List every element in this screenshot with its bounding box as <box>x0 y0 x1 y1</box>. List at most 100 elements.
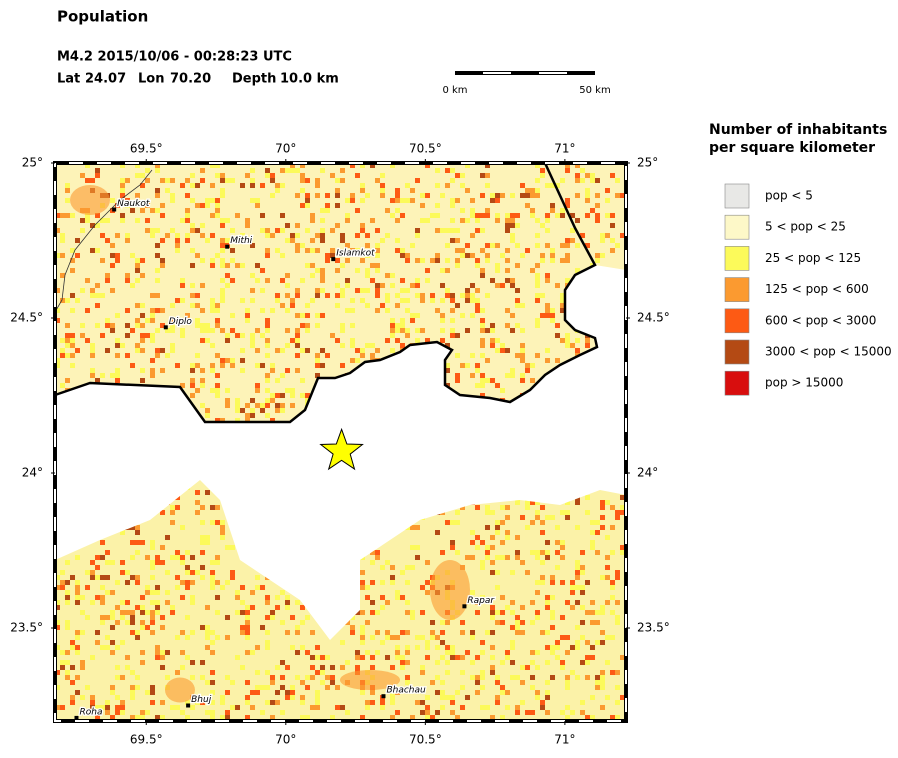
raster-cell <box>405 288 410 293</box>
raster-cell <box>440 338 445 343</box>
raster-cell <box>100 373 105 378</box>
raster-cell <box>130 615 135 620</box>
raster-cell <box>205 490 210 495</box>
raster-cell <box>550 515 555 520</box>
raster-cell <box>210 630 215 635</box>
raster-cell <box>460 313 465 318</box>
raster-cell <box>295 243 300 248</box>
raster-cell <box>70 308 75 313</box>
raster-cell <box>125 570 130 575</box>
raster-cell <box>380 193 385 198</box>
raster-cell <box>155 253 160 258</box>
raster-cell <box>565 238 570 243</box>
raster-cell <box>195 183 200 188</box>
raster-cell <box>520 620 525 625</box>
raster-cell <box>105 645 110 650</box>
raster-cell <box>425 268 430 273</box>
raster-cell <box>490 715 495 720</box>
raster-cell <box>400 343 405 348</box>
raster-cell <box>615 178 620 183</box>
raster-cell <box>245 700 250 705</box>
raster-cell <box>575 645 580 650</box>
raster-cell <box>150 540 155 545</box>
raster-cell <box>65 620 70 625</box>
raster-cell <box>485 253 490 258</box>
raster-cell <box>495 585 500 590</box>
raster-cell <box>475 363 480 368</box>
raster-cell <box>345 243 350 248</box>
raster-cell <box>475 263 480 268</box>
raster-cell <box>475 610 480 615</box>
raster-cell <box>190 595 195 600</box>
raster-cell <box>405 630 410 635</box>
raster-cell <box>405 580 410 585</box>
raster-cell <box>125 308 130 313</box>
raster-cell <box>305 248 310 253</box>
raster-cell <box>285 308 290 313</box>
raster-cell <box>415 338 420 343</box>
raster-cell <box>240 333 245 338</box>
raster-cell <box>395 645 400 650</box>
raster-cell <box>495 383 500 388</box>
raster-cell <box>540 530 545 535</box>
raster-cell <box>395 208 400 213</box>
raster-cell <box>265 700 270 705</box>
raster-cell <box>520 253 525 258</box>
raster-cell <box>390 565 395 570</box>
raster-cell <box>95 555 100 560</box>
raster-cell <box>105 323 110 328</box>
raster-cell <box>515 535 520 540</box>
raster-cell <box>65 660 70 665</box>
raster-cell <box>220 188 225 193</box>
raster-cell <box>75 650 80 655</box>
raster-cell <box>80 610 85 615</box>
raster-cell <box>425 163 430 168</box>
raster-cell <box>500 660 505 665</box>
raster-cell <box>115 373 120 378</box>
raster-cell <box>365 585 370 590</box>
raster-cell <box>60 348 65 353</box>
raster-cell <box>450 520 455 525</box>
raster-cell <box>80 228 85 233</box>
raster-cell <box>595 640 600 645</box>
raster-cell <box>300 378 305 383</box>
raster-cell <box>470 530 475 535</box>
raster-cell <box>280 183 285 188</box>
raster-cell <box>220 248 225 253</box>
raster-cell <box>130 363 135 368</box>
raster-cell <box>530 675 535 680</box>
raster-cell <box>415 700 420 705</box>
raster-cell <box>600 605 605 610</box>
raster-cell <box>140 650 145 655</box>
raster-cell <box>565 680 570 685</box>
raster-cell <box>290 388 295 393</box>
raster-cell <box>385 338 390 343</box>
raster-cell <box>445 293 450 298</box>
raster-cell <box>385 655 390 660</box>
raster-cell <box>525 193 530 198</box>
raster-cell <box>550 575 555 580</box>
raster-cell <box>395 650 400 655</box>
raster-cell <box>275 665 280 670</box>
raster-cell <box>455 655 460 660</box>
raster-cell <box>425 645 430 650</box>
city-marker <box>381 694 386 699</box>
raster-cell <box>95 575 100 580</box>
raster-cell <box>210 388 215 393</box>
raster-cell <box>175 298 180 303</box>
city-label: Islamkot <box>336 249 375 259</box>
raster-cell <box>395 635 400 640</box>
raster-cell <box>215 203 220 208</box>
raster-cell <box>265 253 270 258</box>
raster-cell <box>325 208 330 213</box>
raster-cell <box>580 620 585 625</box>
raster-cell <box>425 218 430 223</box>
raster-cell <box>380 595 385 600</box>
raster-cell <box>355 610 360 615</box>
raster-cell <box>115 605 120 610</box>
raster-cell <box>360 640 365 645</box>
raster-cell <box>120 700 125 705</box>
raster-cell <box>65 560 70 565</box>
raster-cell <box>405 600 410 605</box>
raster-cell <box>175 705 180 710</box>
